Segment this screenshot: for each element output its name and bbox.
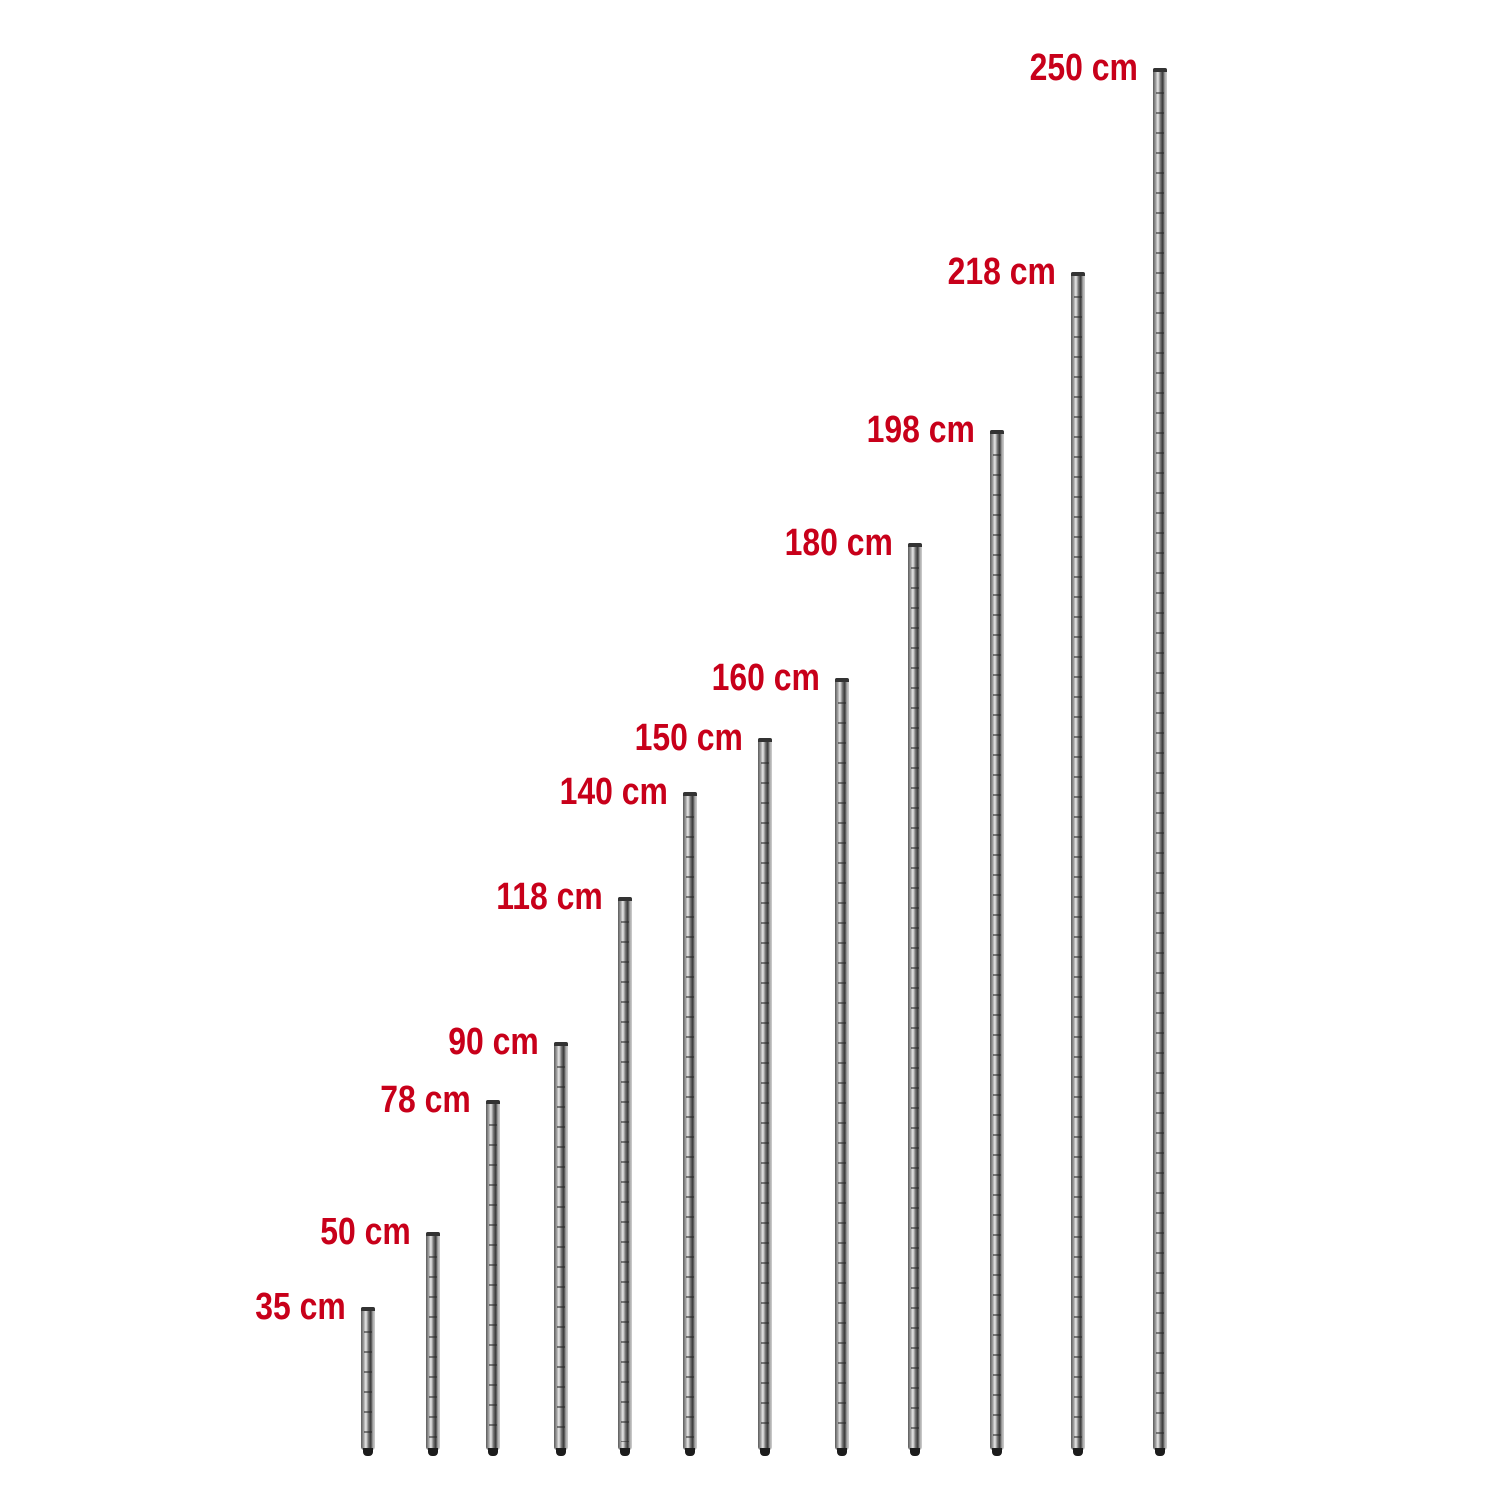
pole-length-label: 118 cm [496,876,603,918]
shelf-pole [908,543,922,1456]
pole-notches [1074,278,1082,1442]
pole-length-label: 35 cm [255,1286,346,1328]
shelf-pole [426,1232,440,1456]
pole-length-label: 140 cm [559,771,668,813]
pole-length-label: 218 cm [947,251,1056,293]
pole-notches [838,684,846,1442]
shelf-pole [758,738,772,1456]
pole-length-label: 160 cm [711,657,820,699]
pole-length-label: 78 cm [380,1079,471,1121]
pole-notches [621,903,629,1442]
pole-notches [489,1106,497,1442]
pole-length-label: 150 cm [634,717,743,759]
shelf-pole [1153,68,1167,1456]
pole-notches [761,744,769,1442]
shelf-pole [1071,272,1085,1456]
pole-length-label: 250 cm [1029,47,1138,89]
pole-length-label: 50 cm [320,1211,411,1253]
pole-length-label: 180 cm [784,522,893,564]
pole-length-label: 198 cm [866,409,975,451]
pole-notches [557,1048,565,1442]
pole-notches [364,1313,372,1442]
pole-notches [1156,74,1164,1442]
shelf-pole [990,430,1004,1456]
shelf-pole [554,1042,568,1456]
shelf-pole [683,792,697,1456]
shelf-pole [361,1307,375,1456]
pole-notches [911,549,919,1442]
pole-notches [686,798,694,1442]
pole-notches [993,436,1001,1442]
pole-length-label: 90 cm [448,1021,539,1063]
pole-notches [429,1238,437,1442]
shelf-pole [618,897,632,1456]
shelf-pole [835,678,849,1456]
shelf-pole [486,1100,500,1456]
